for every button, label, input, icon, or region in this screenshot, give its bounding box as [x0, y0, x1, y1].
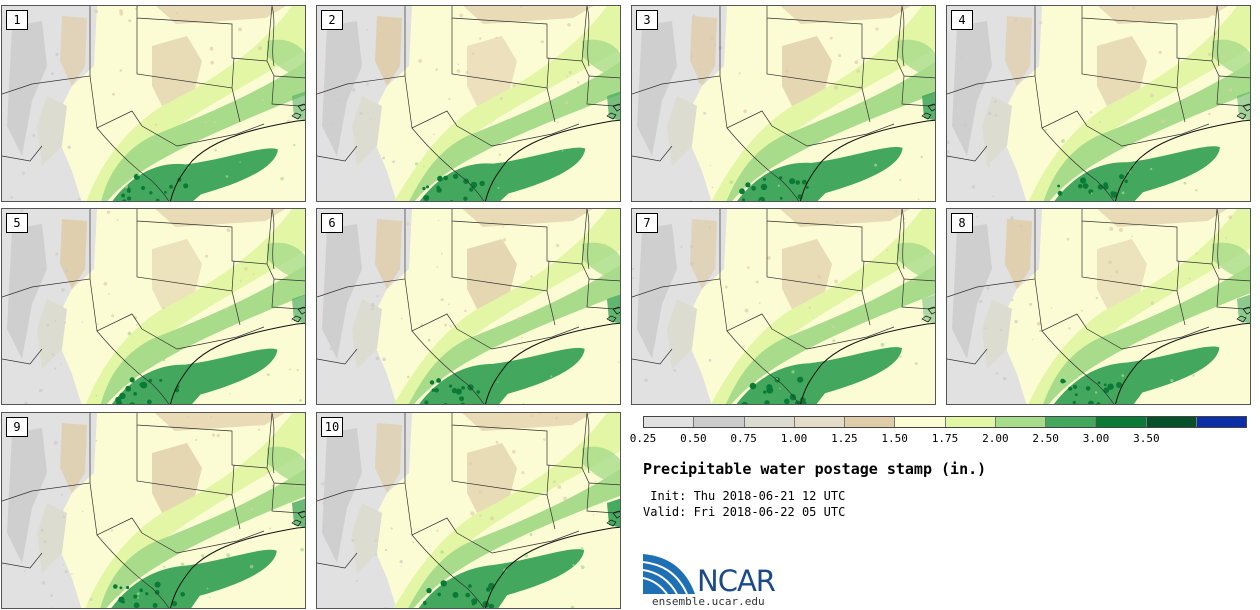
- colorbar-segment: [895, 417, 946, 427]
- ensemble-member-map: 9: [1, 412, 306, 609]
- ensemble-member-map: 1: [1, 5, 306, 202]
- colorbar-segment: [995, 417, 1046, 427]
- ensemble-member-map: 10: [316, 412, 621, 609]
- colorbar-segment: [1046, 417, 1097, 427]
- colorbar-tick-label: 2.50: [1032, 432, 1059, 445]
- colorbar-tick-label: 1.75: [931, 432, 959, 445]
- colorbar-segment: [794, 417, 845, 427]
- colorbar-segment: [845, 417, 896, 427]
- legend-title: Precipitable water postage stamp (in.): [643, 460, 987, 478]
- colorbar-tick-label: 1.00: [780, 432, 808, 445]
- member-number-label: 10: [321, 417, 343, 437]
- colorbar-segment: [945, 417, 996, 427]
- member-number-label: 2: [321, 10, 343, 30]
- colorbar-tick-label: 3.00: [1082, 432, 1110, 445]
- colorbar-segment: [1146, 417, 1197, 427]
- ensemble-member-map: 2: [316, 5, 621, 202]
- member-number-label: 1: [6, 10, 28, 30]
- colorbar-tick-label: 2.00: [982, 432, 1009, 445]
- member-number-label: 4: [951, 10, 973, 30]
- colorbar-tick-label: 1.50: [881, 432, 908, 445]
- member-number-label: 7: [636, 213, 658, 233]
- colorbar-segment: [644, 417, 695, 427]
- colorbar-tick-label: 0.25: [629, 432, 657, 445]
- ensemble-member-map: 4: [946, 5, 1251, 202]
- colorbar-ticks: 0.25 0.50 0.75 1.00 1.25 1.50 1.75 2.00 2.50 3.00…: [0, 432, 1260, 446]
- ensemble-member-map: 6: [316, 208, 621, 405]
- ensemble-member-map: 8: [946, 208, 1251, 405]
- colorbar-tick-label: 1.25: [831, 432, 858, 445]
- ensemble-member-map: 7: [631, 208, 936, 405]
- colorbar-segment: [744, 417, 795, 427]
- ensemble-member-map: 3: [631, 5, 936, 202]
- colorbar: [643, 416, 1247, 428]
- colorbar-segment: [1096, 417, 1147, 427]
- init-time: Init: Thu 2018-06-21 12 UTC: [643, 489, 846, 503]
- colorbar-tick-label: 3.50: [1133, 432, 1160, 445]
- logo-name: NCAR: [697, 564, 776, 598]
- colorbar-segment: [694, 417, 745, 427]
- logo-url: ensemble.ucar.edu: [652, 595, 765, 608]
- member-number-label: 3: [636, 10, 658, 30]
- legend-times: Init: Thu 2018-06-21 12 UTC Valid: Fri 2…: [643, 488, 845, 520]
- member-number-label: 8: [951, 213, 973, 233]
- colorbar-tick-label: 0.75: [730, 432, 757, 445]
- colorbar-segment: [1196, 417, 1246, 427]
- ensemble-member-map: 5: [1, 208, 306, 405]
- colorbar-tick-label: 0.50: [680, 432, 707, 445]
- member-number-label: 9: [6, 417, 28, 437]
- member-number-label: 6: [321, 213, 343, 233]
- ncar-logo-icon: [643, 554, 695, 595]
- valid-time: Valid: Fri 2018-06-22 05 UTC: [643, 505, 846, 519]
- member-number-label: 5: [6, 213, 28, 233]
